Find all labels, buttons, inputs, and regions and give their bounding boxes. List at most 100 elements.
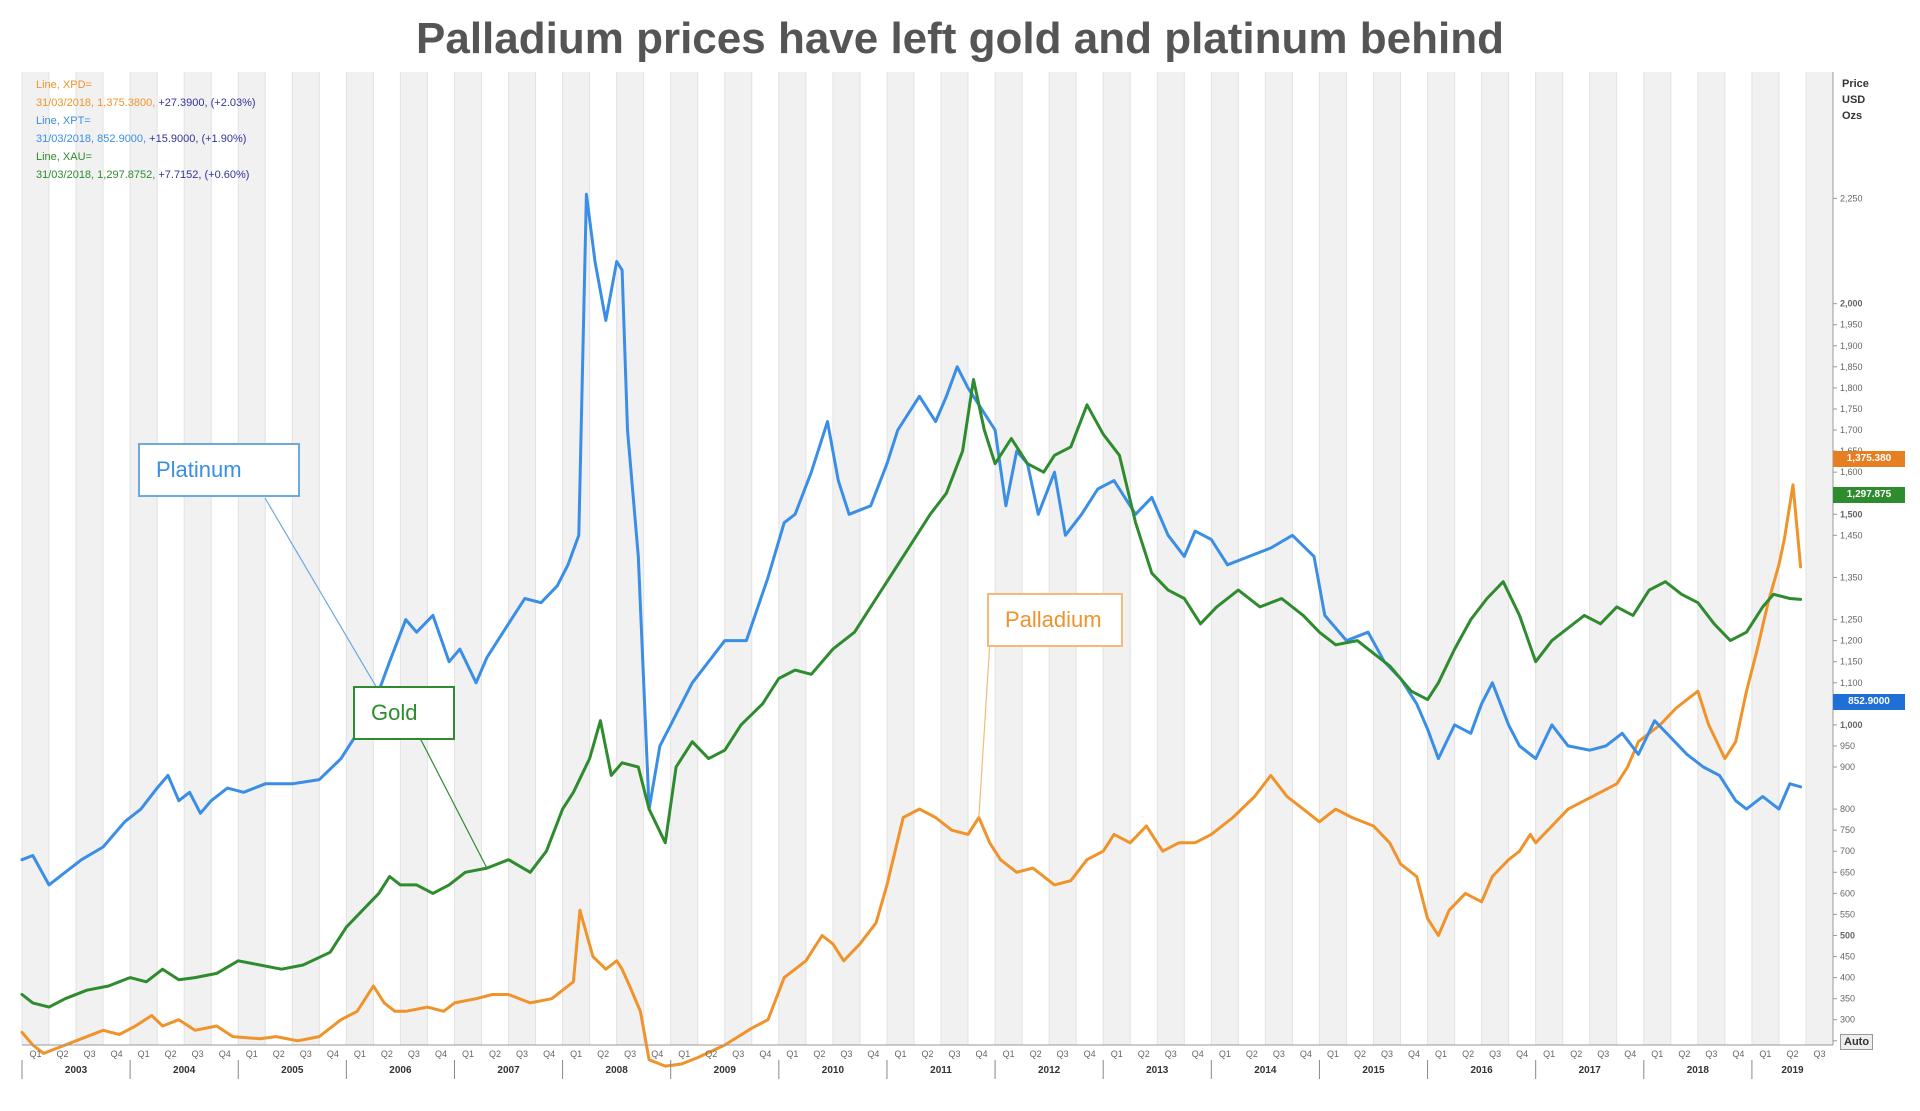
y-axis-unit-line: USD: [1842, 94, 1866, 106]
x-quarter-label: Q4: [1300, 1049, 1312, 1059]
last-value-gold: 1,297.875: [1833, 487, 1905, 503]
quarter-band: [941, 72, 969, 1045]
x-quarter-label: Q3: [1705, 1049, 1717, 1059]
x-quarter-label: Q2: [1678, 1049, 1690, 1059]
x-quarter-label: Q1: [1111, 1049, 1123, 1059]
x-quarter-label: Q1: [1651, 1049, 1663, 1059]
y-tick-label: 900: [1840, 762, 1855, 772]
x-quarter-label: Q4: [1732, 1049, 1744, 1059]
y-axis-unit-line: Price: [1842, 78, 1869, 90]
y-tick-label: 1,250: [1840, 615, 1863, 625]
y-tick-label: 300: [1840, 1015, 1855, 1025]
x-quarter-label: Q1: [894, 1049, 906, 1059]
quarter-band: [1535, 72, 1563, 1045]
x-axis: Q1 Q2 Q3 Q4 Q1 Q2 Q3 Q4 Q1 Q2 Q3 Q4 Q1 Q2 Q3 Q4 Q1 Q2 Q3 Q4…: [21, 1044, 1833, 1079]
x-quarter-label: Q2: [1570, 1049, 1582, 1059]
callout-platinum: Platinum: [138, 443, 300, 497]
y-tick-label: 350: [1840, 994, 1855, 1004]
x-quarter-label: Q2: [273, 1049, 285, 1059]
x-quarter-label: Q2: [381, 1049, 393, 1059]
legend-palladium-ric: Line, XPD=: [36, 79, 92, 91]
x-quarter-label: Q3: [1597, 1049, 1609, 1059]
y-tick-label: 1,350: [1840, 572, 1863, 582]
legend-gold-detail: 31/03/2018, 1,297.8752,: [36, 169, 159, 181]
x-quarter-label: Q4: [219, 1049, 231, 1059]
y-tick-label: 1,000: [1840, 720, 1863, 730]
x-quarter-label: Q3: [949, 1049, 961, 1059]
y-tick-label: 800: [1840, 804, 1855, 814]
quarter-band: [1805, 72, 1833, 1045]
x-quarter-label: Q3: [300, 1049, 312, 1059]
x-quarter-label: Q4: [759, 1049, 771, 1059]
x-quarter-label: Q4: [976, 1049, 988, 1059]
x-quarter-label: Q1: [678, 1049, 690, 1059]
callout-gold: Gold: [353, 686, 455, 740]
x-quarter-label: Q1: [138, 1049, 150, 1059]
x-year-label: 2006: [389, 1065, 412, 1076]
legend-gold-ric: Line, XAU=: [36, 151, 92, 163]
y-tick-label: 1,900: [1840, 341, 1863, 351]
x-quarter-label: Q4: [1624, 1049, 1636, 1059]
x-quarter-label: Q4: [867, 1049, 879, 1059]
x-quarter-label: Q4: [435, 1049, 447, 1059]
x-quarter-label: Q1: [786, 1049, 798, 1059]
y-tick-label: 450: [1840, 952, 1855, 962]
x-year-label: 2018: [1687, 1065, 1710, 1076]
x-quarter-label: Q4: [543, 1049, 555, 1059]
x-quarter-label: Q1: [462, 1049, 474, 1059]
quarter-band: [508, 72, 536, 1045]
quarter-band: [1643, 72, 1671, 1045]
quarter-band: [1373, 72, 1401, 1045]
legend-palladium-value: 31/03/2018, 1,375.3800, +27.3900, (+2.03…: [36, 94, 256, 112]
y-tick-label: 400: [1840, 973, 1855, 983]
x-quarter-label: Q3: [516, 1049, 528, 1059]
y-axis: 2,250 2,000 1,950 1,900 1,850 1,800 1,750 1,700…: [1832, 72, 1863, 1046]
y-tick-label: 1,450: [1840, 530, 1863, 540]
x-quarter-label: Q3: [1273, 1049, 1285, 1059]
x-quarter-label: Q2: [921, 1049, 933, 1059]
y-tick-label: 1,750: [1840, 404, 1863, 414]
last-value-palladium: 1,375.380: [1833, 451, 1905, 467]
quarter-band: [1049, 72, 1077, 1045]
scale-mode-label[interactable]: Auto: [1840, 1034, 1874, 1050]
quarter-band: [1481, 72, 1509, 1045]
callout-palladium: Palladium: [987, 593, 1123, 647]
y-tick-label: 750: [1840, 825, 1855, 835]
quarter-band: [1103, 72, 1131, 1045]
x-quarter-label: Q1: [1219, 1049, 1231, 1059]
x-quarter-label: Q4: [1408, 1049, 1420, 1059]
x-quarter-label: Q2: [1246, 1049, 1258, 1059]
x-year-label: 2009: [714, 1065, 737, 1076]
x-quarter-label: Q2: [1786, 1049, 1798, 1059]
x-quarter-label: Q3: [84, 1049, 96, 1059]
x-year-label: 2016: [1470, 1065, 1493, 1076]
legend-palladium-detail: 31/03/2018, 1,375.3800,: [36, 97, 159, 109]
x-quarter-label: Q1: [1759, 1049, 1771, 1059]
quarter-band: [1589, 72, 1617, 1045]
x-year-label: 2017: [1579, 1065, 1602, 1076]
x-quarter-label: Q4: [111, 1049, 123, 1059]
y-tick-label: 1,500: [1840, 509, 1863, 519]
quarter-band: [995, 72, 1023, 1045]
y-tick-label: 500: [1840, 930, 1855, 940]
x-quarter-label: Q3: [1057, 1049, 1069, 1059]
quarter-band: [130, 72, 158, 1045]
y-tick-label: 700: [1840, 846, 1855, 856]
y-tick-label: 1,600: [1840, 467, 1863, 477]
callout-leaders: [264, 497, 991, 869]
x-quarter-label: Q2: [597, 1049, 609, 1059]
quarter-band: [238, 72, 266, 1045]
quarter-band: [454, 72, 482, 1045]
x-quarter-label: Q4: [327, 1049, 339, 1059]
callout-leader-palladium: [978, 639, 991, 818]
x-quarter-label: Q1: [570, 1049, 582, 1059]
y-tick-label: 950: [1840, 741, 1855, 751]
quarter-band: [76, 72, 104, 1045]
y-tick-label: 1,800: [1840, 383, 1863, 393]
plot-background-bands: [22, 72, 1833, 1045]
x-year-label: 2004: [173, 1065, 196, 1076]
series-line-gold: [20, 378, 1803, 1009]
y-tick-label: 550: [1840, 909, 1855, 919]
legend-gold-change: +7.7152, (+0.60%): [158, 169, 250, 181]
